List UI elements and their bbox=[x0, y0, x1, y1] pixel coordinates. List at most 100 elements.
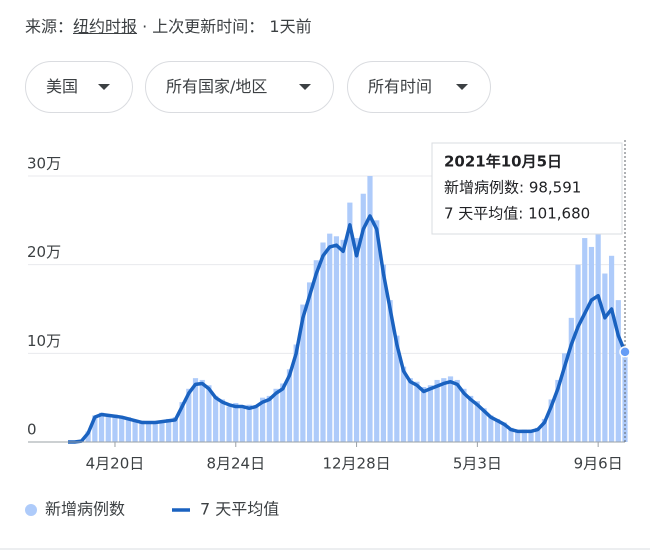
hover-dot bbox=[619, 346, 631, 358]
y-tick-label: 30万 bbox=[27, 155, 61, 173]
tooltip-line: 新增病例数: 98,591 bbox=[444, 179, 581, 197]
filter-dropdown[interactable]: 美国 bbox=[25, 61, 133, 113]
bar bbox=[535, 427, 541, 442]
bar bbox=[494, 418, 501, 442]
bar bbox=[353, 238, 360, 442]
bar bbox=[421, 387, 427, 442]
x-tick-label: 5月3日 bbox=[453, 455, 502, 473]
x-tick-label: 12月28日 bbox=[322, 455, 390, 473]
bar bbox=[105, 416, 111, 442]
bar bbox=[595, 233, 601, 442]
bar bbox=[92, 415, 98, 442]
bar bbox=[159, 422, 165, 442]
bar bbox=[360, 193, 366, 442]
bar bbox=[481, 408, 487, 442]
bar bbox=[434, 379, 440, 442]
bar bbox=[152, 421, 158, 442]
bar bbox=[515, 430, 521, 442]
legend-label: 新增病例数 bbox=[45, 500, 125, 519]
bar bbox=[588, 246, 595, 442]
x-tick-label: 9月6日 bbox=[574, 455, 623, 473]
bar bbox=[166, 418, 172, 442]
bar bbox=[555, 379, 561, 442]
bar bbox=[119, 418, 125, 442]
bar bbox=[286, 369, 293, 442]
bar bbox=[219, 399, 225, 442]
bar bbox=[112, 414, 118, 442]
tooltip-line: 7 天平均值: 101,680 bbox=[444, 205, 590, 223]
bar bbox=[85, 431, 91, 442]
bar bbox=[300, 304, 306, 442]
bar bbox=[548, 399, 554, 442]
bar bbox=[582, 238, 588, 442]
bar bbox=[226, 406, 232, 442]
bar bbox=[400, 366, 407, 442]
bar bbox=[260, 397, 266, 442]
y-tick-label: 20万 bbox=[27, 243, 61, 261]
bar bbox=[273, 388, 279, 442]
bar bbox=[293, 344, 299, 442]
bar bbox=[380, 264, 387, 442]
legend-swatch bbox=[25, 504, 37, 516]
bar bbox=[253, 405, 259, 442]
source-label: 来源： bbox=[25, 17, 74, 36]
bar bbox=[427, 385, 433, 442]
bar bbox=[139, 420, 145, 442]
bar bbox=[367, 176, 373, 442]
bar bbox=[501, 422, 507, 442]
filter-dropdown[interactable]: 所有时间 bbox=[347, 61, 491, 113]
bar bbox=[179, 402, 185, 442]
bar bbox=[602, 273, 608, 442]
bar bbox=[521, 429, 527, 442]
bar bbox=[172, 417, 178, 442]
bar bbox=[347, 202, 353, 442]
bar bbox=[239, 408, 246, 442]
bar bbox=[541, 418, 548, 442]
bar bbox=[313, 260, 319, 442]
bar bbox=[394, 335, 400, 442]
source-link[interactable]: 纽约时报 bbox=[73, 17, 138, 36]
bar bbox=[98, 412, 105, 442]
bar bbox=[414, 381, 420, 442]
bar bbox=[615, 300, 621, 442]
bar bbox=[374, 220, 380, 442]
filter-dropdown[interactable]: 所有国家/地区 bbox=[145, 61, 334, 113]
bar bbox=[447, 376, 454, 442]
y-tick-label: 10万 bbox=[27, 332, 61, 350]
bar bbox=[125, 417, 131, 442]
bar bbox=[233, 402, 239, 442]
legend-label: 7 天平均值 bbox=[200, 500, 279, 519]
bar bbox=[327, 233, 333, 442]
bar bbox=[199, 379, 205, 442]
plot: 0 10万 20万 30万 4月20日 8月24日 12月28日 5月3日 9月6日 2021年1… bbox=[25, 140, 631, 519]
bar bbox=[280, 383, 286, 442]
updated-label: · 上次更新时间： bbox=[142, 17, 265, 36]
bar bbox=[488, 415, 494, 442]
bar bbox=[213, 395, 219, 442]
bar bbox=[508, 427, 514, 442]
bar bbox=[622, 354, 628, 442]
bar bbox=[206, 385, 212, 442]
bar bbox=[568, 317, 574, 442]
bar bbox=[246, 404, 252, 442]
updated: 1天前 bbox=[269, 17, 312, 36]
bar bbox=[454, 379, 460, 442]
bar bbox=[333, 236, 340, 442]
bar bbox=[528, 429, 534, 442]
bar bbox=[407, 378, 413, 442]
bar bbox=[320, 242, 326, 442]
bar bbox=[562, 353, 568, 442]
bar bbox=[575, 264, 581, 442]
tooltip-box bbox=[431, 142, 623, 235]
bar bbox=[468, 395, 474, 442]
bar bbox=[145, 423, 152, 442]
bar bbox=[387, 300, 393, 442]
header: 来源：纽约时报 · 上次更新时间： 1天前 bbox=[25, 13, 312, 37]
bar bbox=[461, 388, 467, 442]
line bbox=[68, 214, 627, 444]
x-tick-label: 4月20日 bbox=[86, 455, 145, 473]
bar bbox=[441, 378, 447, 442]
